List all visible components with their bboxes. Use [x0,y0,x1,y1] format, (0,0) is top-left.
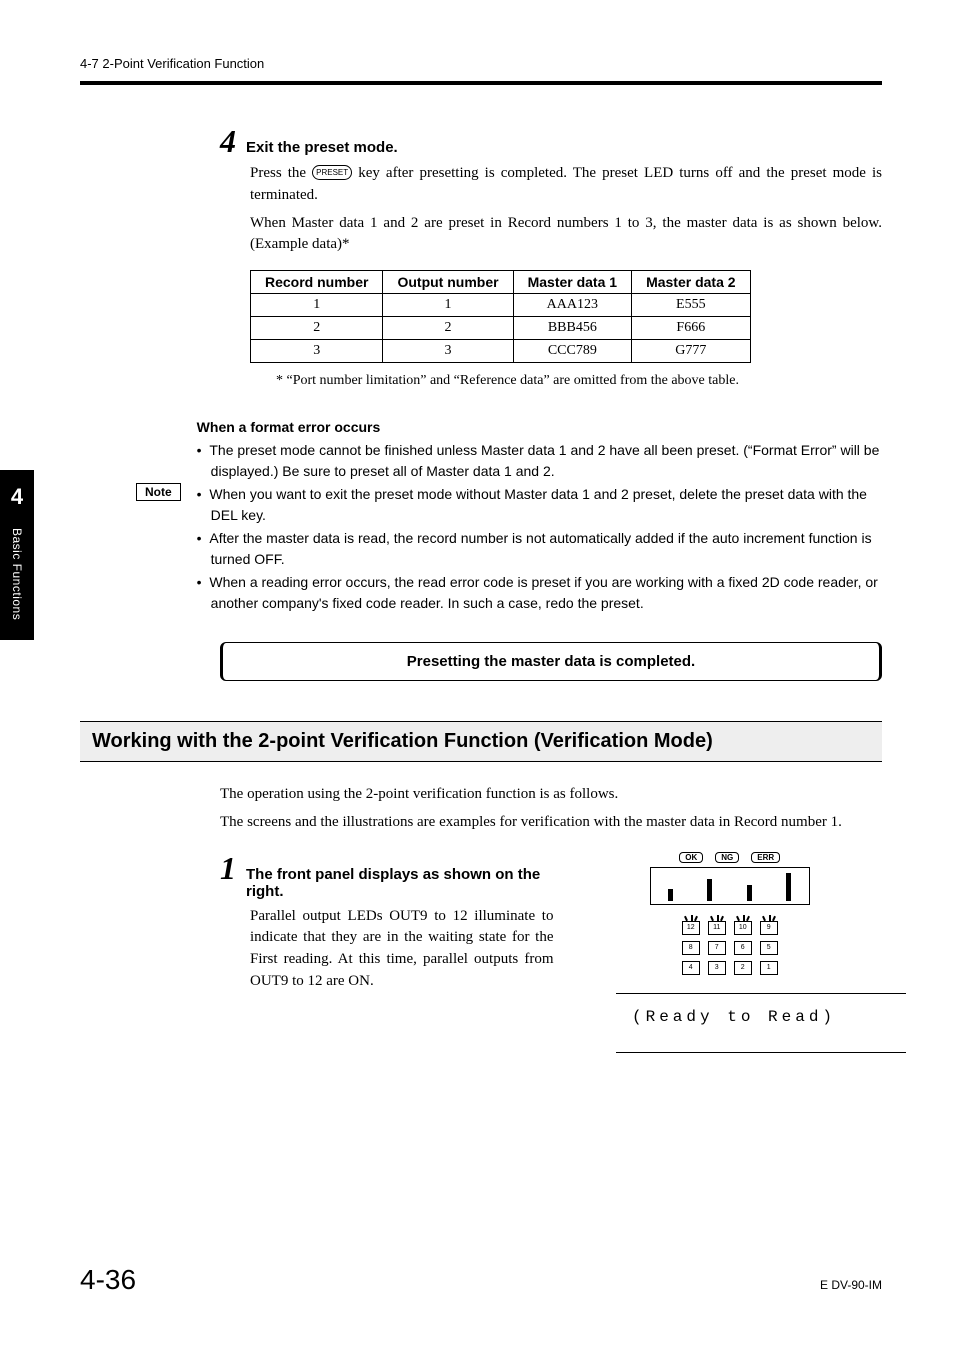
header-rule [80,81,882,85]
chapter-number: 4 [0,470,34,510]
output-led-5: 5 [760,941,778,955]
page-footer: 4-36 E DV-90-IM [80,1264,882,1296]
text-fragment: Press the [250,165,312,181]
table-cell: 2 [251,317,383,340]
lcd-bar [747,885,752,901]
step-title: Exit the preset mode. [246,139,398,156]
table-header-cell: Master data 2 [632,271,750,294]
table-footnote: * “Port number limitation” and “Referenc… [276,373,882,389]
table-cell: G777 [632,340,750,363]
lcd-bar [786,873,791,901]
note-list-item: When you want to exit the preset mode wi… [197,484,882,526]
chapter-title-vertical: Basic Functions [10,528,24,620]
output-led-grid: 12 11 10 9 8765 4321 [625,921,835,975]
table-header-cell: Record number [251,271,383,294]
table-cell: BBB456 [513,317,631,340]
status-led-label: NG [715,852,739,863]
main-content: 4 Exit the preset mode. Press the PRESET… [220,125,882,1053]
note-list-item: When a reading error occurs, the read er… [197,572,882,614]
step-1-header: 1 The front panel displays as shown on t… [220,852,553,900]
running-head: 4-7 2-Point Verification Function [80,56,882,71]
master-data-table: Record numberOutput numberMaster data 1M… [250,270,751,363]
step-4-header: 4 Exit the preset mode. [220,125,882,157]
table-row: 22BBB456F666 [251,317,751,340]
note-body: When a format error occurs The preset mo… [197,417,882,616]
intro-para-1: The operation using the 2-point verifica… [220,784,882,806]
page-number: 4-36 [80,1264,136,1296]
table-header-cell: Master data 1 [513,271,631,294]
step-1-text-col: 1 The front panel displays as shown on t… [220,852,553,1053]
table-cell: 3 [383,340,513,363]
document-code: E DV-90-IM [820,1278,882,1292]
panel-illustration-col: OKNGERR 121110987654321 (Ready to Read) [577,852,882,1053]
note-badge: Note [136,483,181,501]
table-cell: AAA123 [513,294,631,317]
table-cell: CCC789 [513,340,631,363]
output-led-10: 10 [734,921,752,935]
output-led-2: 2 [734,961,752,975]
note-heading: When a format error occurs [197,417,882,438]
note-list-item: After the master data is read, the recor… [197,528,882,570]
chapter-side-tab: 4 Basic Functions [0,470,34,640]
status-led-row: OK NG ERR [625,852,835,863]
lcd-bargraph [650,867,810,905]
lcd-text-display: (Ready to Read) [616,993,906,1053]
step-title: The front panel displays as shown on the… [246,866,553,900]
table-cell: 1 [383,294,513,317]
note-list: The preset mode cannot be finished unles… [197,440,882,614]
table-cell: E555 [632,294,750,317]
step-1-para: Parallel output LEDs OUT9 to 12 illumina… [250,906,553,993]
note-list-item: The preset mode cannot be finished unles… [197,440,882,482]
status-led-label: ERR [751,852,780,863]
table-cell: 1 [251,294,383,317]
lcd-bar [707,879,712,901]
table-header-cell: Output number [383,271,513,294]
output-led-8: 8 [682,941,700,955]
output-led-3: 3 [708,961,726,975]
preset-key-icon: PRESET [312,165,352,180]
table-cell: F666 [632,317,750,340]
table-cell: 3 [251,340,383,363]
step-number: 1 [220,852,236,884]
note-block: Note When a format error occurs The pres… [136,417,882,616]
output-led-12: 12 [682,921,700,935]
output-led-9: 9 [760,921,778,935]
output-led-4: 4 [682,961,700,975]
output-led-6: 6 [734,941,752,955]
status-led-label: OK [679,852,703,863]
completion-banner: Presetting the master data is completed. [220,642,882,681]
output-led-11: 11 [708,921,726,935]
intro-para-2: The screens and the illustrations are ex… [220,812,882,834]
output-led-1: 1 [760,961,778,975]
step-number: 4 [220,125,236,157]
lcd-bar [668,889,673,901]
step-1-row: 1 The front panel displays as shown on t… [220,852,882,1053]
step-4-para-1: Press the PRESET key after presetting is… [250,163,882,207]
section-heading: Working with the 2-point Verification Fu… [80,721,882,762]
table-row: 11AAA123E555 [251,294,751,317]
page: 4-7 2-Point Verification Function 4 Basi… [0,0,954,1352]
panel-display: OK NG ERR 12 11 10 9 8765 4321 [625,852,835,975]
step-4-para-2: When Master data 1 and 2 are preset in R… [250,213,882,257]
table-row: 33CCC789G777 [251,340,751,363]
output-led-7: 7 [708,941,726,955]
table-cell: 2 [383,317,513,340]
